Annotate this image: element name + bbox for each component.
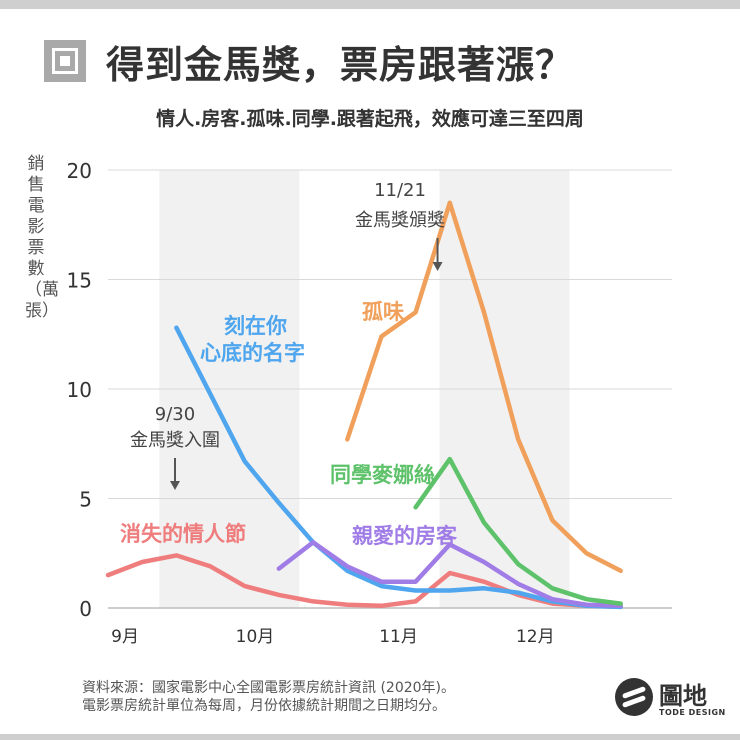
y-tick-label: 0 <box>79 597 92 621</box>
x-tick-label: 11月 <box>379 627 418 647</box>
y-tick-label: 10 <box>67 378 92 402</box>
source-note: 資料來源：國家電影中心全國電影票房統計資訊 (2020年)。 電影票房統計單位為… <box>82 679 455 715</box>
y-tick-label: 5 <box>79 488 92 512</box>
series-label: 孤味 <box>362 300 404 324</box>
globe-swoosh-icon <box>615 678 653 716</box>
y-tick-label: 20 <box>67 159 92 183</box>
x-tick-label: 12月 <box>516 627 555 647</box>
logo-name: 圖地 <box>659 682 707 710</box>
bottom-border <box>0 734 740 740</box>
series-line <box>413 456 623 606</box>
annotation-label: 金馬獎頒獎 <box>355 210 445 231</box>
chart-subtitle: 情人.房客.孤味.同學.跟著起飛，效應可達三至四周 <box>156 108 584 130</box>
arrowhead-icon <box>432 262 443 271</box>
series-line <box>345 200 623 574</box>
annotation-label: 金馬獎入圍 <box>130 430 220 451</box>
source-line: 電影票房統計單位為每周，月份依據統計期間之日期均分。 <box>82 698 446 714</box>
annotation-date: 11/21 <box>374 180 426 201</box>
series-label: 消失的情人節 <box>120 522 246 546</box>
logo: 圖地 TODE DESIGN <box>615 676 725 724</box>
series-label: 同學麥娜絲 <box>330 463 435 487</box>
top-border <box>0 0 740 9</box>
y-tick-label: 15 <box>67 269 92 293</box>
arrowhead-icon <box>170 481 180 490</box>
series-label: 親愛的房客 <box>352 524 458 548</box>
title-square-icon <box>44 40 86 82</box>
x-tick-label: 9月 <box>111 627 139 647</box>
logo-subtitle: TODE DESIGN <box>659 708 726 717</box>
series-label: 刻在你心底的名字 <box>200 314 305 365</box>
series-line <box>276 540 623 609</box>
x-tick-label: 10月 <box>236 627 275 647</box>
annotation-date: 9/30 <box>155 404 195 425</box>
source-line: 資料來源：國家電影中心全國電影票房統計資訊 (2020年)。 <box>82 680 456 696</box>
chart-title: 得到金馬獎，票房跟著漲？ <box>106 43 575 87</box>
